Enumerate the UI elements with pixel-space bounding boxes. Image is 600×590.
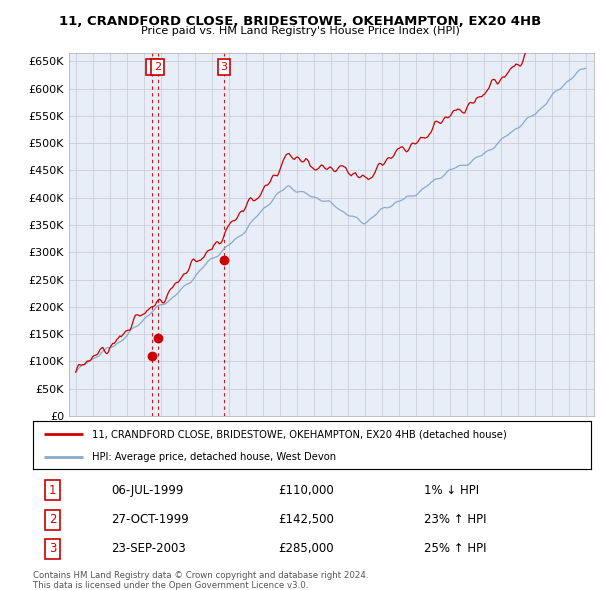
Text: 06-JUL-1999: 06-JUL-1999 — [111, 484, 184, 497]
Text: 2: 2 — [154, 62, 161, 72]
Text: 27-OCT-1999: 27-OCT-1999 — [111, 513, 189, 526]
Text: 23% ↑ HPI: 23% ↑ HPI — [424, 513, 486, 526]
Text: 2: 2 — [49, 513, 56, 526]
Text: 1: 1 — [149, 62, 156, 72]
Text: 1% ↓ HPI: 1% ↓ HPI — [424, 484, 479, 497]
Text: 11, CRANDFORD CLOSE, BRIDESTOWE, OKEHAMPTON, EX20 4HB (detached house): 11, CRANDFORD CLOSE, BRIDESTOWE, OKEHAMP… — [92, 429, 506, 439]
Text: £110,000: £110,000 — [278, 484, 334, 497]
Text: This data is licensed under the Open Government Licence v3.0.: This data is licensed under the Open Gov… — [33, 581, 308, 589]
Text: HPI: Average price, detached house, West Devon: HPI: Average price, detached house, West… — [92, 452, 336, 462]
Text: £285,000: £285,000 — [278, 542, 334, 555]
Text: 11, CRANDFORD CLOSE, BRIDESTOWE, OKEHAMPTON, EX20 4HB: 11, CRANDFORD CLOSE, BRIDESTOWE, OKEHAMP… — [59, 15, 541, 28]
Text: Contains HM Land Registry data © Crown copyright and database right 2024.: Contains HM Land Registry data © Crown c… — [33, 571, 368, 579]
Text: 1: 1 — [49, 484, 56, 497]
Text: 3: 3 — [221, 62, 227, 72]
Text: Price paid vs. HM Land Registry's House Price Index (HPI): Price paid vs. HM Land Registry's House … — [140, 26, 460, 36]
Text: 3: 3 — [49, 542, 56, 555]
Text: £142,500: £142,500 — [278, 513, 334, 526]
Text: 23-SEP-2003: 23-SEP-2003 — [111, 542, 186, 555]
Text: 25% ↑ HPI: 25% ↑ HPI — [424, 542, 486, 555]
